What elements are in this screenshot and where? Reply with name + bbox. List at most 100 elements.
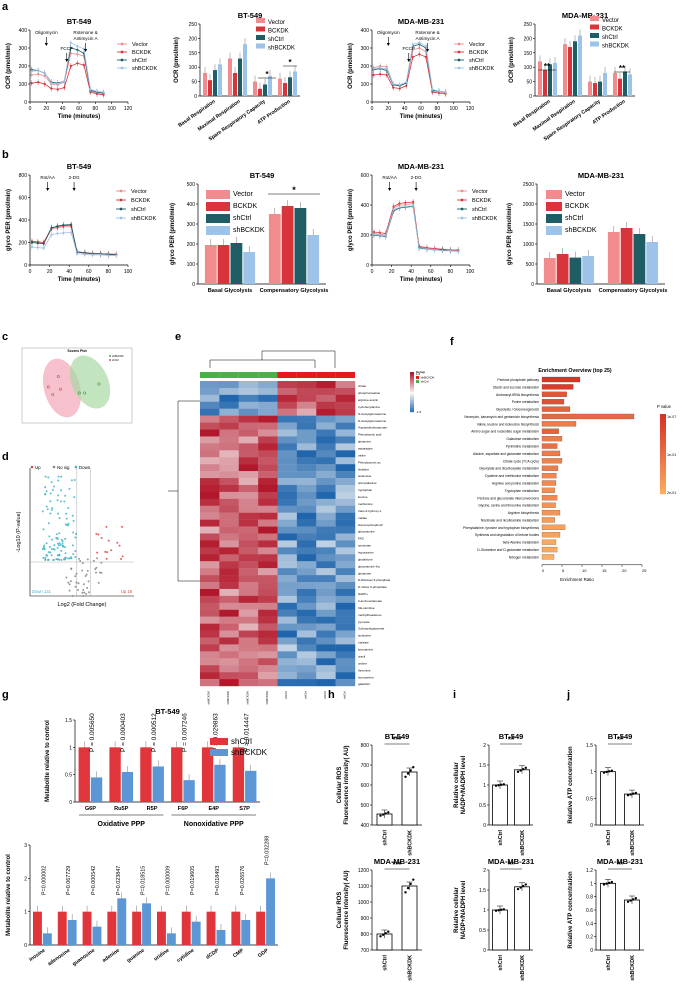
heat-cell — [296, 408, 317, 416]
scale-swatch — [660, 434, 666, 437]
volcano-point — [74, 585, 77, 588]
scale-swatch — [660, 478, 666, 481]
heat-cell — [200, 575, 220, 583]
volcano-point — [44, 475, 47, 478]
sig-marker: ** — [617, 861, 624, 870]
heat-cell — [296, 665, 317, 673]
scale-swatch — [660, 452, 666, 455]
heat-cell — [219, 658, 239, 666]
y-tick-label: 200 — [361, 64, 370, 70]
panel-letter-j: j — [566, 689, 570, 701]
injection-arrowhead — [425, 49, 430, 52]
scale-swatch — [660, 486, 666, 489]
group-label: Oxidative PPP — [98, 821, 146, 828]
heat-cell — [258, 588, 278, 597]
heat-cell — [258, 457, 278, 465]
scale-swatch — [410, 386, 414, 389]
y-tick-label: 500 — [361, 803, 370, 809]
p-value-label: P = 0.007246 — [182, 713, 189, 752]
legend-marker — [590, 24, 599, 30]
scale-swatch — [410, 382, 414, 385]
heat-cell — [335, 519, 356, 527]
heat-cell — [219, 602, 239, 610]
heat-cell — [219, 679, 239, 687]
legend-marker — [457, 58, 461, 62]
heat-cell — [296, 588, 317, 597]
volcano-point — [64, 494, 67, 497]
y-tick-label: 400 — [361, 28, 370, 34]
scale-swatch — [410, 388, 414, 391]
heat-cell — [200, 637, 220, 645]
legend-marker — [460, 216, 464, 220]
heat-cell — [296, 554, 317, 562]
y-tick-label: 0 — [192, 282, 195, 288]
chart-title: BT-549 — [608, 732, 633, 741]
heat-cell — [296, 381, 317, 389]
bar — [633, 234, 646, 284]
heat-cell — [316, 478, 336, 486]
legend-label: shBCKDK — [112, 354, 124, 358]
bar — [613, 72, 617, 96]
category-label: Maximal Respiration — [532, 99, 577, 133]
scale-swatch — [410, 378, 414, 381]
heat-cell — [219, 381, 239, 389]
bar — [90, 777, 103, 802]
legend-label: Vector — [268, 20, 285, 26]
x-tick-label: 0 — [371, 269, 374, 275]
heat-cell — [316, 595, 336, 604]
x-axis-label: Log2 (Fold Change) — [58, 602, 107, 608]
data-dot — [379, 814, 382, 817]
heat-cell — [335, 498, 356, 506]
y-tick-label: 0.6 — [586, 908, 593, 914]
bar — [538, 61, 542, 96]
heat-cell — [219, 672, 239, 680]
data-dot — [626, 793, 630, 797]
volcano-point — [82, 583, 85, 586]
heat-cell — [296, 415, 317, 423]
x-tick-label: 10 — [582, 568, 587, 573]
legend-marker — [546, 190, 562, 199]
volcano-point — [46, 508, 49, 511]
volcano-point — [53, 544, 56, 547]
y-axis-label: glyco PER (pmol/min) — [348, 189, 354, 251]
legend-label: shBCKDK — [565, 227, 597, 234]
bar — [258, 88, 262, 96]
pathway-label: Pentose phosphate pathway — [497, 378, 539, 382]
volcano-point — [67, 506, 70, 509]
heat-cell — [219, 547, 239, 555]
bar — [553, 62, 557, 96]
volcano-point — [47, 558, 50, 561]
volcano-point — [63, 500, 66, 503]
heat-cell — [238, 679, 259, 687]
heat-cell — [238, 387, 259, 396]
heat-cell — [200, 443, 220, 451]
y-tick-label: 0 — [366, 100, 369, 106]
bar — [203, 72, 207, 96]
category-label: Ru5P — [114, 806, 129, 812]
bar — [283, 83, 287, 96]
heat-cell — [219, 616, 239, 624]
heat-cell — [238, 526, 259, 534]
heat-cell — [277, 554, 298, 562]
heat-cell — [258, 387, 278, 396]
volcano-point — [58, 517, 61, 520]
y-tick-label: 400 — [19, 28, 28, 34]
scale-swatch — [660, 466, 666, 469]
data-dot — [497, 784, 500, 787]
data-dot — [516, 887, 520, 891]
heat-cell — [238, 519, 259, 527]
volcano-point — [71, 544, 74, 547]
heat-cell — [200, 381, 220, 389]
volcano-point — [68, 557, 71, 560]
bar — [293, 71, 297, 96]
pathway-label: Alanine, aspartate and glutamate metabol… — [473, 452, 539, 456]
volcano-point — [57, 544, 60, 547]
y-tick-label: 800 — [361, 932, 370, 938]
volcano-point — [118, 544, 121, 547]
heat-cell — [258, 658, 278, 666]
heat-cell — [316, 582, 336, 590]
row-label: asparagine — [358, 447, 373, 451]
heat-cell — [277, 637, 298, 645]
heat-cell — [219, 519, 239, 527]
row-label: malate — [358, 516, 367, 520]
